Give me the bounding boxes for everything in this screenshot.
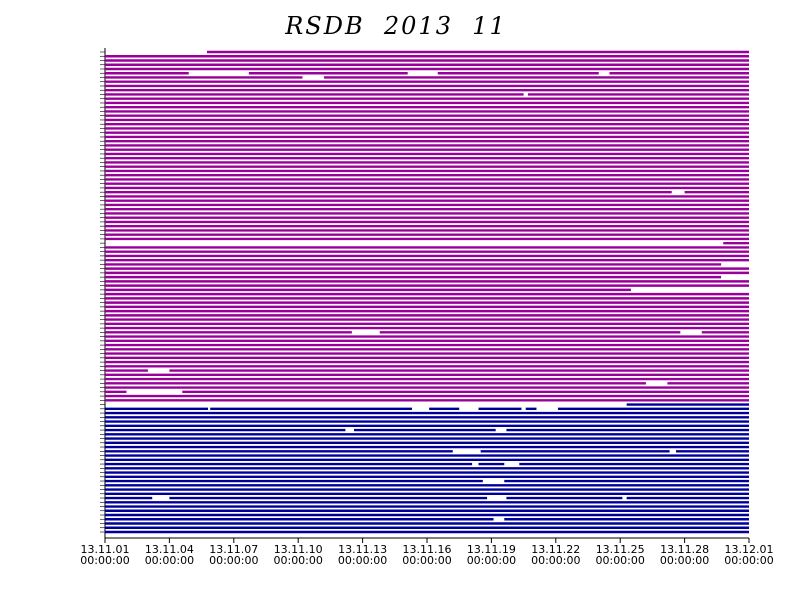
x-tick-label: 13.11.25 00:00:00 xyxy=(595,543,645,567)
x-tick-label: 13.11.04 00:00:00 xyxy=(144,543,195,567)
x-tick-label: 13.11.19 00:00:00 xyxy=(466,543,517,567)
x-tick-label: 13.11.13 00:00:00 xyxy=(337,543,388,567)
x-tick-label: 13.11.28 00:00:00 xyxy=(659,543,710,567)
x-tick-label: 13.11.07 00:00:00 xyxy=(209,543,259,567)
x-tick-label: 13.11.16 00:00:00 xyxy=(402,543,452,567)
x-tick-label: 13.11.22 00:00:00 xyxy=(531,543,581,567)
x-tick-label: 13.12.01 00:00:00 xyxy=(724,543,774,567)
chart-title: RSDB 2013 11 xyxy=(285,12,507,40)
x-tick-label: 13.11.01 00:00:00 xyxy=(80,543,130,567)
x-tick-label: 13.11.10 00:00:00 xyxy=(273,543,323,567)
